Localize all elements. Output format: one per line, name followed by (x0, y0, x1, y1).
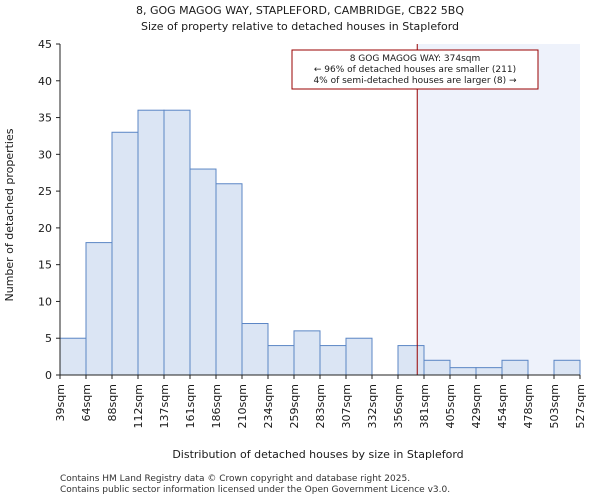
bar-381sqm (423, 359, 451, 376)
y-tick-label: 45 (38, 38, 52, 51)
y-tick-label: 5 (45, 332, 52, 345)
x-tick-label: 332sqm (366, 384, 379, 428)
y-tick-label: 15 (38, 259, 52, 272)
bar-356sqm (397, 345, 425, 376)
bar-137sqm (163, 109, 191, 376)
bar-503sqm (553, 359, 581, 376)
bar-429sqm (475, 367, 503, 376)
x-tick-label: 356sqm (392, 384, 405, 428)
x-tick-label: 234sqm (262, 384, 275, 428)
x-tick-label: 405sqm (444, 384, 457, 428)
annotation-line3: 4% of semi-detached houses are larger (8… (313, 76, 517, 86)
x-tick-label: 283sqm (314, 384, 327, 428)
bar-210sqm (241, 323, 269, 376)
x-tick-label: 39sqm (54, 384, 67, 421)
x-tick-label: 186sqm (210, 384, 223, 428)
x-tick-label: 454sqm (496, 384, 509, 428)
bar-88sqm (111, 131, 139, 376)
bar-405sqm (449, 367, 477, 376)
x-tick-label: 429sqm (470, 384, 483, 428)
bar-259sqm (293, 330, 321, 376)
y-tick-label: 40 (38, 75, 52, 88)
y-tick-label: 20 (38, 222, 52, 235)
y-tick-label: 30 (38, 148, 52, 161)
annotation-box (291, 49, 539, 90)
annotation-line1: 8 GOG MAGOG WAY: 374sqm (350, 54, 481, 64)
y-ticks-group: 0 5 10 15 20 25 30 35 40 45 (38, 38, 60, 382)
annotation-line2: ← 96% of detached houses are smaller (21… (314, 65, 516, 75)
x-tick-label: 527sqm (574, 384, 587, 428)
y-tick-label: 10 (38, 295, 52, 308)
bar-112sqm (137, 109, 165, 376)
y-axis-label: Number of detached properties (3, 128, 16, 301)
x-tick-label: 161sqm (184, 384, 197, 428)
x-tick-label: 259sqm (288, 384, 301, 428)
x-tick-label: 88sqm (106, 384, 119, 421)
bar-454sqm (501, 359, 529, 376)
bar-307sqm (345, 337, 373, 376)
x-tick-label: 381sqm (418, 384, 431, 428)
footer-line2: Contains public sector information licen… (60, 485, 451, 495)
y-tick-label: 35 (38, 112, 52, 125)
chart-title-line2: Size of property relative to detached ho… (141, 20, 459, 33)
x-tick-label: 137sqm (158, 384, 171, 428)
bar-161sqm (189, 168, 217, 376)
x-tick-label: 478sqm (522, 384, 535, 428)
chart-title-line1: 8, GOG MAGOG WAY, STAPLEFORD, CAMBRIDGE,… (136, 4, 464, 17)
x-tick-label: 64sqm (80, 384, 93, 421)
highlight-region (417, 44, 580, 375)
bar-283sqm (319, 345, 347, 376)
bar-39sqm (59, 337, 87, 376)
bars-group (59, 109, 581, 376)
bar-186sqm (215, 183, 243, 376)
x-ticks-group: 39sqm 64sqm 88sqm 112sqm 137sqm 161sqm 186sqm 2… (54, 375, 587, 428)
x-tick-label: 307sqm (340, 384, 353, 428)
y-tick-label: 25 (38, 185, 52, 198)
bar-234sqm (267, 345, 295, 376)
bar-64sqm (85, 242, 113, 376)
x-tick-label: 112sqm (132, 384, 145, 428)
x-axis-label: Distribution of detached houses by size … (172, 448, 463, 461)
x-tick-label: 210sqm (236, 384, 249, 428)
x-tick-label: 503sqm (548, 384, 561, 428)
footer-line1: Contains HM Land Registry data © Crown c… (60, 474, 411, 484)
y-tick-label: 0 (45, 369, 52, 382)
